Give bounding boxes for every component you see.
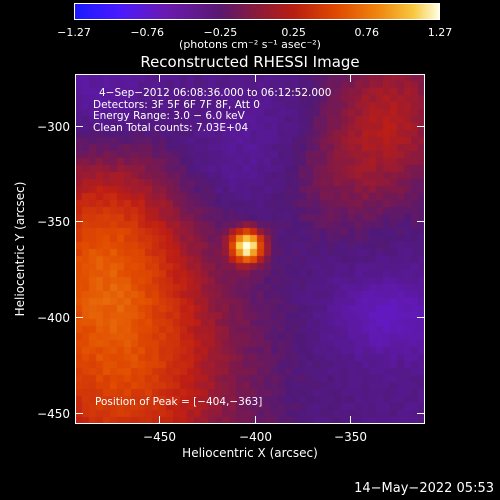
colorbar-tick-label: 0.25 bbox=[281, 26, 306, 39]
y-axis-label: Heliocentric Y (arcsec) bbox=[13, 181, 27, 317]
x-tick-label: −450 bbox=[143, 430, 176, 444]
y-tick-label: −400 bbox=[37, 310, 70, 325]
info-time-range: 4−Sep−2012 06:08:36.000 to 06:12:52.000 bbox=[99, 87, 332, 99]
y-tick-label: −450 bbox=[37, 406, 70, 421]
x-tick-label: −400 bbox=[239, 430, 272, 444]
heatmap-image bbox=[75, 74, 425, 424]
peak-position-label: Position of Peak = [−404,−363] bbox=[95, 396, 263, 408]
y-tick-label: −300 bbox=[37, 119, 70, 134]
colorbar-tick-label: −1.27 bbox=[57, 26, 91, 39]
y-tick-label: −350 bbox=[37, 214, 70, 229]
x-tick-label: −350 bbox=[334, 430, 367, 444]
colorbar-tick-label: −0.76 bbox=[130, 26, 165, 39]
colorbar-tick-label: −0.25 bbox=[203, 26, 238, 39]
colorbar-tick-label: 0.76 bbox=[354, 26, 380, 39]
info-energy-range: Energy Range: 3.0 − 6.0 keV bbox=[93, 110, 245, 122]
info-block: 4−Sep−2012 06:08:36.000 to 06:12:52.000 … bbox=[93, 87, 332, 134]
info-clean-counts: Clean Total counts: 7.03E+04 bbox=[93, 121, 249, 134]
info-detectors: Detectors: 3F 5F 6F 7F 8F, Att 0 bbox=[93, 98, 260, 111]
colorbar-units-label: (photons cm⁻² s⁻¹ asec⁻²) bbox=[179, 38, 321, 51]
colorbar-tick-label: 1.27 bbox=[427, 26, 453, 39]
colorbar bbox=[74, 3, 440, 20]
plot-title: Reconstructed RHESSI Image bbox=[140, 53, 360, 71]
x-axis-label: Heliocentric X (arcsec) bbox=[182, 446, 318, 460]
footer-date: 14−May−2022 05:53 bbox=[354, 481, 494, 496]
